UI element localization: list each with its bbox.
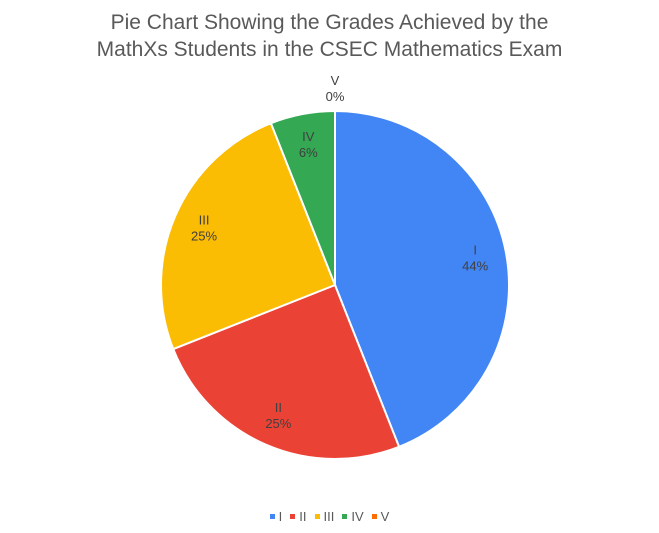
chart-legend: I II III IV V <box>0 509 659 524</box>
slice-category-label-iv: IV <box>302 129 315 144</box>
slice-percent-label-iv: 6% <box>299 145 318 160</box>
legend-swatch-ii <box>290 514 296 520</box>
legend-item-ii: II <box>290 509 307 524</box>
slice-percent-label-ii: 25% <box>265 416 291 431</box>
legend-item-v: V <box>371 509 390 524</box>
slice-category-label-iii: III <box>199 212 210 227</box>
pie-slice-iv <box>269 109 336 286</box>
slice-percent-label-iii: 25% <box>191 228 217 243</box>
legend-label-i: I <box>278 509 283 524</box>
legend-label-iv: IV <box>351 509 364 524</box>
chart-title: Pie Chart Showing the Grades Achieved by… <box>0 9 659 63</box>
slice-percent-label-i: 44% <box>462 258 488 273</box>
legend-label-iii: III <box>323 509 335 524</box>
legend-label-v: V <box>380 509 390 524</box>
legend-label-ii: II <box>299 509 307 524</box>
slice-category-label-v: V <box>331 73 340 88</box>
chart-title-line-1: Pie Chart Showing the Grades Achieved by… <box>110 11 549 34</box>
legend-swatch-iv <box>342 514 348 520</box>
slice-category-label-ii: II <box>275 400 282 415</box>
slice-percent-label-v: 0% <box>326 89 345 104</box>
legend-item-iv: IV <box>342 509 364 524</box>
legend-swatch-iii <box>314 514 320 520</box>
pie-slice-iii <box>160 121 337 351</box>
chart-title-line-2: MathXs Students in the CSEC Mathematics … <box>96 38 563 61</box>
legend-item-i: I <box>269 509 283 524</box>
legend-swatch-v <box>371 514 377 520</box>
pie-slice-i <box>334 109 510 449</box>
legend-item-iii: III <box>314 509 335 524</box>
legend-swatch-i <box>269 514 275 520</box>
pie-slice-ii <box>171 283 401 460</box>
slice-category-label-i: I <box>473 242 477 257</box>
